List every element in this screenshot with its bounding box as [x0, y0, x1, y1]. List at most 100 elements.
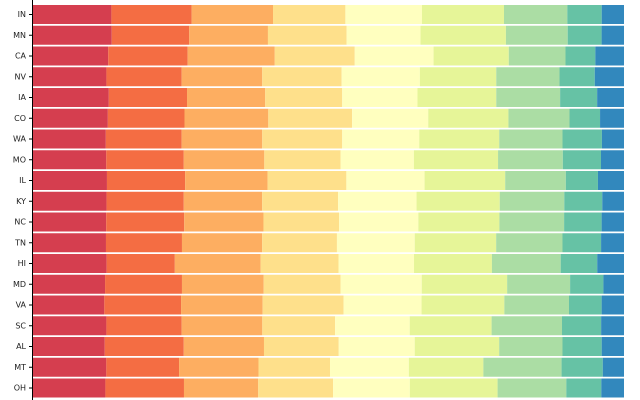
bar-segment-sc-7: [491, 316, 563, 336]
bar-segment-md-5: [340, 274, 422, 294]
bar-segment-il-9: [597, 171, 624, 190]
bar-segment-wa-6: [419, 129, 500, 149]
bar-segment-co-1: [33, 108, 108, 128]
bar-segment-ia-3: [187, 88, 266, 107]
y-tick-label: MD: [13, 280, 26, 289]
y-tick-label: MT: [14, 363, 26, 372]
bar-segment-il-3: [185, 171, 268, 190]
bar-segment-tn-7: [496, 233, 563, 253]
bar-segment-md-9: [603, 274, 624, 294]
bar-segment-ca-5: [354, 46, 434, 66]
bar-segment-mo-2: [106, 150, 184, 170]
y-tick-label: IL: [19, 176, 26, 185]
bar-segment-nc-1: [33, 212, 107, 232]
bar-segment-mt-3: [179, 357, 259, 377]
bar-segment-ca-2: [108, 46, 188, 66]
bar-segment-hi-5: [338, 254, 415, 273]
bar-segment-wa-3: [181, 129, 263, 149]
bar-segment-va-5: [343, 295, 422, 315]
bar-segment-oh-3: [183, 378, 259, 398]
bar-segment-nv-7: [496, 67, 560, 87]
bar-segment-tn-3: [181, 233, 263, 253]
bar-segment-md-6: [421, 274, 508, 294]
bar-segment-mt-8: [561, 357, 603, 377]
bar-segment-va-2: [104, 295, 182, 315]
bar-segment-nc-2: [106, 212, 185, 232]
bar-segment-in-8: [567, 5, 602, 24]
bar-segment-co-4: [268, 108, 353, 128]
bar-segment-ky-3: [183, 191, 263, 211]
y-tick-label: VA: [16, 301, 27, 310]
bar-segment-ca-1: [33, 46, 109, 66]
bar-segment-md-7: [507, 274, 571, 294]
bar-segment-mn-7: [505, 25, 568, 45]
bar-segment-sc-5: [335, 316, 410, 336]
bar-segment-hi-3: [174, 254, 261, 273]
bar-segment-oh-5: [333, 378, 410, 398]
y-tick-label: CO: [14, 114, 26, 123]
bar-segment-al-1: [33, 337, 105, 356]
bar-segment-al-6: [414, 337, 500, 356]
bar-segment-oh-9: [601, 378, 624, 398]
bar-segment-il-8: [565, 171, 598, 190]
bar-segment-al-9: [601, 337, 624, 356]
bar-segment-ky-2: [106, 191, 184, 211]
bar-segment-va-1: [33, 295, 105, 315]
bar-segment-mt-9: [602, 357, 624, 377]
bar-segment-sc-6: [409, 316, 492, 336]
bar-segment-wa-7: [499, 129, 563, 149]
bar-segment-co-9: [600, 108, 624, 128]
bar-segment-mn-6: [420, 25, 506, 45]
y-tick-label: MO: [13, 155, 26, 164]
bar-segment-oh-2: [105, 378, 184, 398]
bar-segment-mt-4: [258, 357, 331, 377]
bar-segment-nc-6: [418, 212, 500, 232]
bar-segment-oh-4: [258, 378, 334, 398]
bar-segment-nc-4: [263, 212, 340, 232]
bar-segment-in-5: [345, 5, 422, 24]
bar-segment-wa-4: [262, 129, 343, 149]
bar-segment-va-8: [569, 295, 602, 315]
bar-segment-ia-2: [108, 88, 188, 107]
bar-segment-mo-9: [600, 150, 624, 170]
bar-segment-ky-7: [499, 191, 565, 211]
bar-segment-il-4: [267, 171, 347, 190]
bar-segment-il-1: [33, 171, 107, 190]
bar-segment-mo-5: [340, 150, 414, 170]
bar-segment-mn-5: [346, 25, 421, 45]
bar-segment-ia-9: [597, 88, 624, 107]
bar-segment-oh-6: [409, 378, 498, 398]
bar-segment-va-9: [601, 295, 624, 315]
bar-segment-in-1: [33, 5, 112, 24]
bar-segment-oh-8: [566, 378, 602, 398]
bar-segment-in-2: [111, 5, 192, 24]
bar-segment-nc-8: [564, 212, 602, 232]
bar-segment-ia-7: [496, 88, 561, 107]
y-tick-label: KY: [16, 197, 26, 206]
y-tick-label: TN: [14, 238, 26, 247]
bar-segment-hi-4: [260, 254, 339, 273]
bar-segment-sc-4: [262, 316, 336, 336]
bar-segment-mo-3: [183, 150, 265, 170]
bar-segment-in-9: [601, 5, 624, 24]
bar-segment-va-6: [421, 295, 505, 315]
bar-segment-ky-4: [262, 191, 339, 211]
bar-segment-co-3: [184, 108, 269, 128]
bar-segment-ca-8: [565, 46, 596, 66]
bar-segment-md-4: [263, 274, 341, 294]
bar-segment-wa-1: [33, 129, 106, 149]
bar-segment-hi-9: [597, 254, 624, 273]
bar-segment-sc-3: [181, 316, 263, 336]
bar-segment-co-6: [428, 108, 509, 128]
bar-segment-co-2: [107, 108, 185, 128]
bar-segment-al-8: [562, 337, 602, 356]
bar-segment-nv-8: [559, 67, 595, 87]
bar-segment-il-2: [106, 171, 186, 190]
bar-segment-nv-9: [594, 67, 624, 87]
bar-segment-al-7: [499, 337, 563, 356]
bar-segment-mo-8: [562, 150, 601, 170]
bar-segment-ca-7: [508, 46, 566, 66]
y-tick-label: SC: [15, 321, 26, 330]
bar-segment-ky-6: [416, 191, 500, 211]
bar-segment-mt-6: [408, 357, 484, 377]
